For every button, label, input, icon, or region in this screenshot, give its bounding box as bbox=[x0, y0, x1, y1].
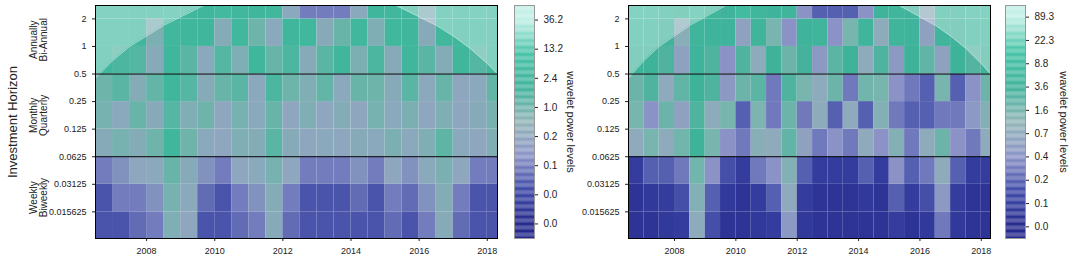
svg-text:wavelet power levels: wavelet power levels bbox=[565, 70, 577, 173]
svg-text:2012: 2012 bbox=[787, 246, 807, 256]
svg-text:0.2: 0.2 bbox=[544, 131, 558, 142]
svg-text:AnnuallyBi-Annual: AnnuallyBi-Annual bbox=[28, 18, 49, 61]
svg-text:3.6: 3.6 bbox=[1035, 81, 1049, 92]
svg-text:8.8: 8.8 bbox=[1035, 58, 1049, 69]
svg-text:0.015625: 0.015625 bbox=[582, 207, 620, 217]
svg-text:0.0: 0.0 bbox=[544, 218, 558, 229]
svg-text:2008: 2008 bbox=[137, 246, 157, 256]
svg-text:0.2: 0.2 bbox=[1035, 174, 1049, 185]
svg-text:WeeklyBiweekly: WeeklyBiweekly bbox=[28, 178, 49, 217]
svg-text:2010: 2010 bbox=[726, 246, 746, 256]
svg-text:0.5: 0.5 bbox=[74, 69, 87, 79]
svg-text:MonthlyQuarterly: MonthlyQuarterly bbox=[28, 95, 49, 136]
svg-text:2018: 2018 bbox=[477, 246, 497, 256]
svg-text:2016: 2016 bbox=[409, 246, 429, 256]
svg-text:0.0625: 0.0625 bbox=[592, 152, 620, 162]
svg-text:36.2: 36.2 bbox=[544, 14, 564, 25]
svg-text:2014: 2014 bbox=[849, 246, 869, 256]
svg-text:0.015625: 0.015625 bbox=[49, 207, 87, 217]
svg-text:0.7: 0.7 bbox=[1035, 128, 1049, 139]
svg-text:0.03125: 0.03125 bbox=[587, 179, 620, 189]
svg-text:1: 1 bbox=[614, 41, 619, 51]
svg-text:0.03125: 0.03125 bbox=[54, 179, 87, 189]
svg-text:2010: 2010 bbox=[205, 246, 225, 256]
svg-text:2014: 2014 bbox=[341, 246, 361, 256]
svg-text:2.4: 2.4 bbox=[544, 73, 558, 84]
svg-text:0.1: 0.1 bbox=[1035, 198, 1049, 209]
svg-text:0.125: 0.125 bbox=[64, 124, 87, 134]
svg-text:0.25: 0.25 bbox=[69, 96, 87, 106]
svg-text:0.0: 0.0 bbox=[544, 189, 558, 200]
svg-text:wavelet power levels: wavelet power levels bbox=[1058, 70, 1070, 173]
svg-text:0.25: 0.25 bbox=[602, 96, 620, 106]
svg-text:0.0625: 0.0625 bbox=[59, 152, 87, 162]
svg-text:0.1: 0.1 bbox=[544, 160, 558, 171]
svg-text:1.0: 1.0 bbox=[544, 102, 558, 113]
svg-text:0.4: 0.4 bbox=[1035, 151, 1049, 162]
svg-text:0.125: 0.125 bbox=[597, 124, 620, 134]
svg-text:22.3: 22.3 bbox=[1035, 35, 1055, 46]
svg-text:89.3: 89.3 bbox=[1035, 11, 1055, 22]
svg-text:2: 2 bbox=[81, 14, 86, 24]
svg-text:2016: 2016 bbox=[910, 246, 930, 256]
svg-text:0.5: 0.5 bbox=[607, 69, 620, 79]
svg-text:1.6: 1.6 bbox=[1035, 105, 1049, 116]
svg-text:Investment Horizon: Investment Horizon bbox=[5, 66, 20, 178]
svg-text:2: 2 bbox=[614, 14, 619, 24]
svg-text:13.2: 13.2 bbox=[544, 43, 564, 54]
svg-text:2008: 2008 bbox=[665, 246, 685, 256]
svg-text:0.0: 0.0 bbox=[1035, 221, 1049, 232]
svg-text:2018: 2018 bbox=[971, 246, 991, 256]
svg-text:1: 1 bbox=[81, 41, 86, 51]
svg-text:2012: 2012 bbox=[273, 246, 293, 256]
